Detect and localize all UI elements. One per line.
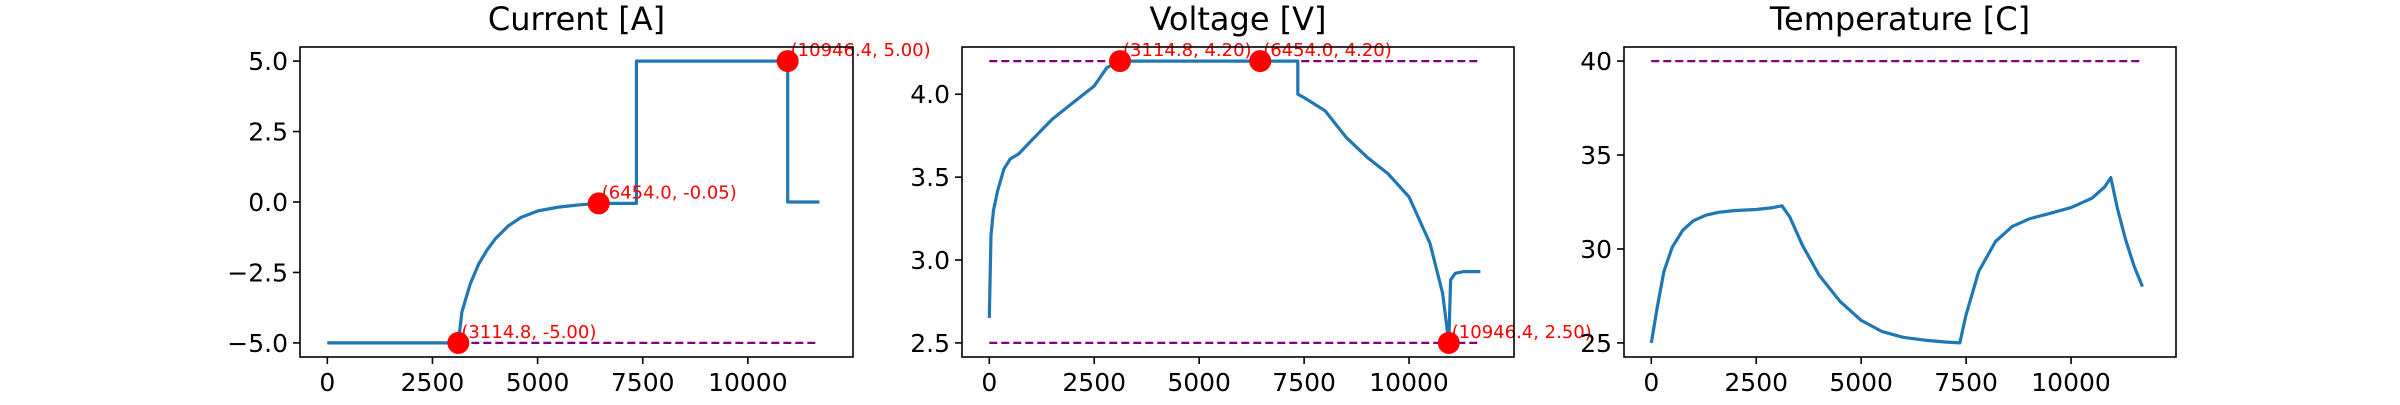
marker-point	[1437, 331, 1460, 354]
x-tick-label: 5000	[506, 368, 570, 397]
y-tick-label: 3.5	[910, 163, 950, 192]
x-tick-label: 10000	[2031, 368, 2111, 397]
x-tick-label: 0	[319, 368, 335, 397]
plot-frame	[299, 46, 854, 358]
plot-frame	[1623, 46, 2177, 358]
x-tick-label: 10000	[1369, 368, 1449, 397]
y-tick-label: 2.5	[248, 118, 288, 147]
x-tick-label: 2500	[1724, 368, 1788, 397]
point-annotation: (10946.4, 2.50)	[1452, 322, 1592, 343]
y-tick-label: −5.0	[227, 329, 288, 358]
plot-frame	[961, 46, 1515, 358]
chart-title: Temperature [C]	[1769, 0, 2030, 38]
x-tick-label: 2500	[1062, 368, 1126, 397]
chart-title: Current [A]	[488, 0, 665, 38]
chart-panel-2: Voltage [V](3114.8, 4.20) (6454.0, 4.20) (…	[910, 0, 1592, 397]
marker-point	[1249, 50, 1272, 73]
y-tick-label: −2.5	[227, 258, 288, 287]
x-tick-label: 7500	[1934, 368, 1998, 397]
series-line-1	[327, 59, 820, 345]
chart-panel-1: Current [A] (3114.8, -5.00) (6454.0, -0.05…	[227, 0, 930, 397]
series-line-1	[1649, 176, 2144, 345]
chart-panel-3: Temperature [C] 0 2500 5000 7500 10000 25 30 35 4…	[1580, 0, 2177, 397]
y-tick-label: 3.0	[910, 246, 950, 275]
y-tick-label: 25	[1580, 329, 1612, 358]
y-tick-label: 30	[1580, 235, 1612, 264]
y-tick-label: 5.0	[248, 47, 288, 76]
point-annotation: (10946.4, 5.00)	[791, 40, 931, 61]
y-tick-label: 4.0	[910, 80, 950, 109]
point-annotation: (3114.8, 4.20)	[1123, 40, 1252, 61]
x-tick-label: 0	[1643, 368, 1659, 397]
y-tick-label: 40	[1580, 47, 1612, 76]
point-annotation: (6454.0, 4.20)	[1263, 40, 1392, 61]
x-tick-label: 2500	[401, 368, 465, 397]
marker-point	[1109, 50, 1132, 73]
y-tick-label: 0.0	[248, 188, 288, 217]
marker-point	[587, 192, 610, 215]
x-tick-label: 0	[981, 368, 997, 397]
y-tick-label: 35	[1580, 141, 1612, 170]
x-tick-label: 7500	[611, 368, 675, 397]
chart-title: Voltage [V]	[1149, 0, 1326, 38]
series-line-1	[987, 59, 1481, 345]
point-annotation: (6454.0, -0.05)	[602, 182, 737, 203]
x-tick-label: 5000	[1829, 368, 1893, 397]
marker-point	[447, 331, 470, 354]
marker-point	[776, 50, 799, 73]
x-tick-label: 7500	[1272, 368, 1336, 397]
point-annotation: (3114.8, -5.00)	[461, 322, 596, 343]
y-tick-label: 2.5	[910, 329, 950, 358]
x-tick-label: 5000	[1167, 368, 1231, 397]
x-tick-label: 10000	[708, 368, 788, 397]
